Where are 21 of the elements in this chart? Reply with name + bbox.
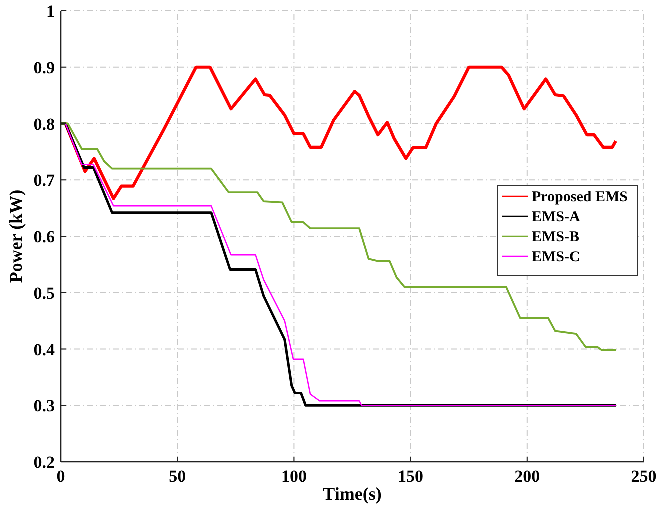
y-axis-title: Power (kW) [6,190,26,284]
legend-label: EMS-C [532,250,580,266]
y-tick-label: 0.8 [34,114,55,134]
y-tick-label: 0.4 [34,340,56,360]
legend-label: EMS-A [532,210,580,226]
x-tick-label: 200 [514,467,540,486]
x-tick-label: 0 [56,467,66,486]
y-tick-label: 0.5 [34,284,55,303]
y-tick-label: 0.7 [34,171,56,190]
x-tick-label: 100 [281,467,307,486]
y-tick-label: 1 [46,2,55,21]
x-tick-label: 150 [398,467,424,486]
legend-label: Proposed EMS [532,190,628,206]
y-tick-label: 0.2 [34,453,55,472]
x-tick-label: 50 [169,467,186,486]
legend-label: EMS-B [532,230,580,246]
y-tick-label: 0.6 [34,228,55,246]
x-axis-title: Time(s) [323,484,382,504]
y-tick-label: 0.3 [34,396,55,416]
x-tick-label: 250 [631,467,657,486]
y-tick-label: 0.9 [34,58,55,78]
